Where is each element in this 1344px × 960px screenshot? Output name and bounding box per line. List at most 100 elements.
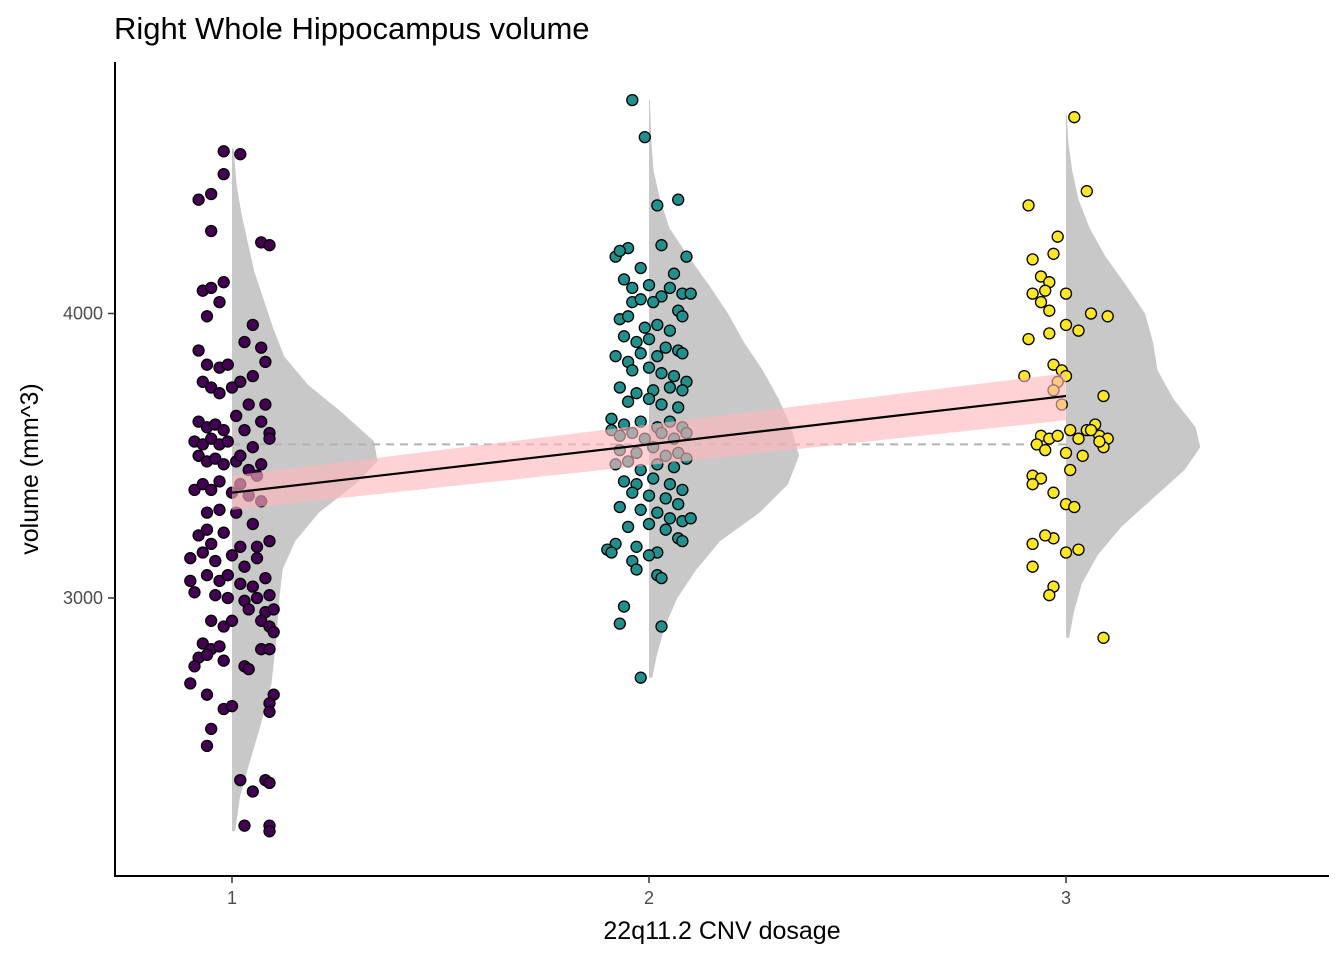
- data-point-group-1: [205, 432, 218, 445]
- data-point-group-2: [655, 367, 668, 380]
- data-point-group-2: [621, 395, 635, 408]
- data-point-group-1: [217, 145, 230, 158]
- data-point-group-2: [642, 332, 656, 346]
- data-point-group-1: [184, 677, 197, 690]
- data-point-group-1: [234, 449, 247, 462]
- data-point-group-1: [263, 534, 276, 548]
- data-point-group-2: [651, 318, 664, 332]
- data-point-group-1: [213, 574, 226, 588]
- data-point-group-1: [209, 589, 222, 602]
- data-point-group-2: [642, 278, 656, 292]
- data-point-group-1: [246, 441, 259, 454]
- data-point-group-1: [209, 554, 222, 568]
- data-point-group-1: [263, 776, 276, 790]
- data-point-group-1: [200, 569, 214, 582]
- data-point-group-1: [221, 435, 234, 448]
- data-point-group-1: [184, 552, 197, 565]
- confidence-band: [232, 373, 1066, 510]
- data-point-group-2: [642, 549, 656, 562]
- data-point-group-3: [1080, 185, 1093, 198]
- data-point-group-1: [263, 432, 276, 445]
- data-point-group-3: [1064, 463, 1077, 477]
- data-point-group-3: [1064, 423, 1077, 437]
- data-point-group-2: [680, 250, 693, 263]
- data-point-group-2: [684, 512, 697, 525]
- data-point-group-3: [1059, 318, 1073, 332]
- data-point-group-2: [621, 310, 635, 323]
- data-point-group-3: [1039, 284, 1052, 297]
- chart-title: Right Whole Hippocampus volume: [114, 11, 590, 46]
- y-tick-label: 3000: [63, 588, 103, 608]
- data-point-group-3: [1034, 295, 1048, 309]
- data-point-group-2: [613, 381, 626, 394]
- data-point-group-2: [655, 239, 668, 252]
- data-point-group-3: [1051, 429, 1064, 442]
- data-point-group-2: [672, 401, 685, 414]
- data-point-group-2: [634, 347, 647, 360]
- data-point-group-1: [200, 506, 214, 519]
- data-point-group-2: [617, 475, 631, 488]
- data-point-group-2: [642, 392, 656, 406]
- data-point-group-2: [626, 486, 639, 499]
- x-tick-label: 2: [644, 888, 654, 908]
- data-point-group-1: [205, 537, 218, 551]
- data-point-group-2: [655, 620, 668, 633]
- data-point-group-2: [642, 489, 656, 502]
- data-point-group-1: [200, 310, 214, 323]
- data-point-group-1: [225, 549, 239, 562]
- data-point-group-2: [642, 517, 656, 531]
- data-point-group-3: [1039, 443, 1052, 457]
- data-point-group-1: [188, 660, 201, 673]
- data-point-group-1: [234, 773, 247, 787]
- data-point-group-1: [192, 193, 205, 206]
- data-point-group-2: [663, 281, 677, 295]
- data-point-group-3: [1034, 472, 1048, 485]
- data-point-group-2: [647, 295, 660, 309]
- data-point-group-2: [667, 369, 681, 383]
- data-point-group-2: [672, 193, 685, 206]
- data-point-group-2: [684, 287, 697, 300]
- data-point-group-2: [663, 478, 677, 491]
- data-point-group-3: [1047, 486, 1060, 499]
- data-point-group-1: [200, 648, 214, 662]
- data-point-group-1: [200, 739, 214, 753]
- data-point-group-1: [250, 591, 264, 605]
- data-point-group-3: [1072, 432, 1085, 445]
- data-point-group-2: [621, 520, 635, 534]
- data-point-group-1: [196, 546, 209, 559]
- data-point-group-1: [192, 449, 205, 462]
- data-point-group-2: [676, 347, 689, 360]
- data-point-group-2: [676, 384, 689, 397]
- data-point-group-2: [634, 293, 647, 306]
- data-point-group-3: [1043, 589, 1056, 602]
- data-point-group-1: [225, 381, 239, 394]
- data-point-group-1: [205, 381, 218, 394]
- data-point-group-1: [196, 637, 209, 650]
- data-point-group-1: [213, 295, 226, 309]
- data-point-group-3: [1026, 253, 1039, 266]
- data-point-group-2: [617, 600, 631, 613]
- data-point-group-2: [609, 350, 622, 363]
- data-point-group-1: [221, 591, 234, 605]
- data-point-group-2: [638, 321, 651, 334]
- data-point-group-1: [192, 529, 205, 542]
- data-point-group-1: [242, 398, 255, 411]
- data-point-group-1: [209, 418, 222, 431]
- data-point-group-3: [1043, 304, 1056, 317]
- data-point-group-1: [250, 552, 264, 565]
- data-point-group-1: [217, 423, 230, 437]
- data-point-group-1: [255, 614, 268, 627]
- data-point-group-2: [667, 460, 681, 474]
- data-point-group-1: [255, 415, 268, 428]
- data-point-group-2: [676, 534, 689, 548]
- regression-line: [231, 394, 1067, 494]
- data-point-group-1: [200, 688, 214, 701]
- data-point-group-2: [655, 290, 668, 303]
- data-point-group-3: [1043, 327, 1056, 340]
- data-point-group-1: [188, 483, 201, 497]
- data-point-group-2: [638, 130, 651, 144]
- data-point-group-3: [1093, 435, 1106, 448]
- data-point-group-2: [659, 492, 672, 505]
- data-point-group-3: [1026, 560, 1039, 573]
- data-point-group-1: [246, 318, 259, 332]
